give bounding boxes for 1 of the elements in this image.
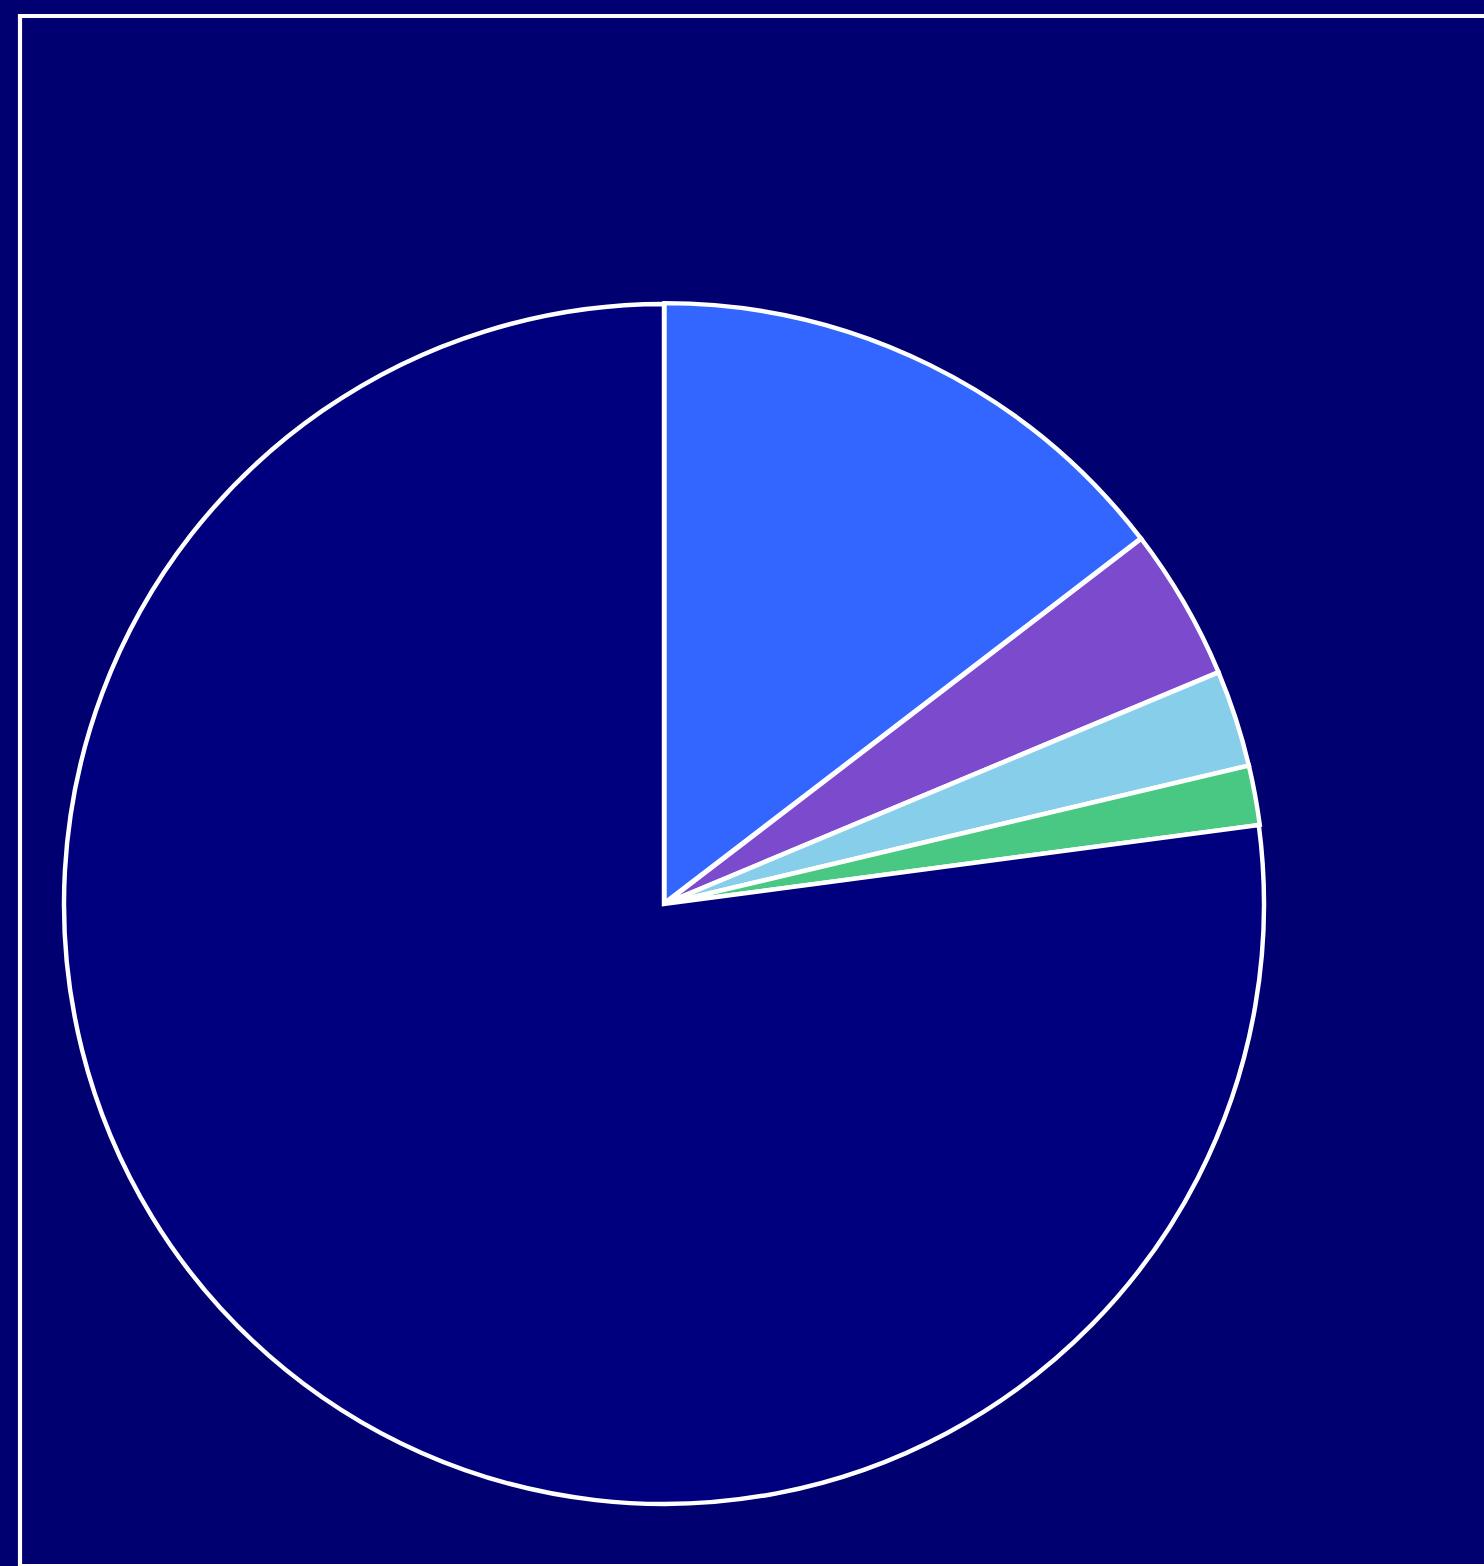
pie-slice (61, 301, 1267, 1507)
